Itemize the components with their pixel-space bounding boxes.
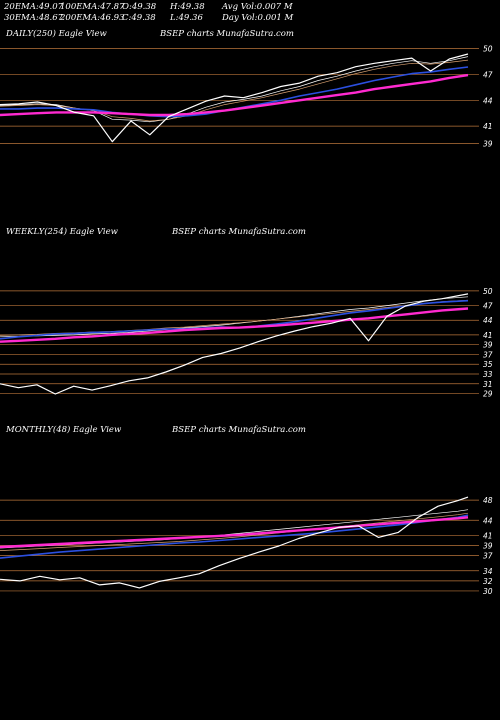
ema100-readout: 100EMA:47.87 bbox=[60, 2, 125, 12]
weekly-series-ema_blue bbox=[0, 299, 469, 340]
daily-chart: 50 47 44 41 39 bbox=[0, 45, 493, 148]
weekly-tick-label: 39 bbox=[483, 341, 493, 350]
monthly-watermark: BSEP charts MunafaSutra.com bbox=[172, 425, 306, 435]
daily-watermark: BSEP charts MunafaSutra.com bbox=[160, 29, 294, 39]
monthly-panel-label: MONTHLY(48) Eagle View bbox=[6, 425, 122, 435]
high-readout: H:49.38 bbox=[170, 2, 205, 12]
daily-tick-label: 41 bbox=[483, 122, 493, 131]
weekly-tick-label: 50 bbox=[483, 287, 493, 296]
weekly-series-ema_a bbox=[0, 296, 469, 338]
weekly-tick-label: 44 bbox=[483, 316, 493, 325]
daily-tick-label: 39 bbox=[483, 139, 493, 148]
monthly-series-price bbox=[0, 496, 469, 589]
daily-tick-label: 47 bbox=[483, 70, 493, 79]
monthly-series-ema_a bbox=[0, 509, 469, 549]
monthly-tick-label: 37 bbox=[483, 552, 493, 561]
daily-tick-label: 50 bbox=[483, 45, 493, 54]
monthly-tick-label: 30 bbox=[483, 587, 493, 596]
ema20-readout: 20EMA:49.07 bbox=[4, 2, 64, 12]
weekly-tick-label: 29 bbox=[483, 390, 493, 399]
close-readout: C:49.38 bbox=[122, 13, 156, 23]
low-readout: L:49.36 bbox=[170, 13, 203, 23]
monthly-tick-label: 41 bbox=[483, 531, 493, 540]
ema30-readout: 30EMA:48.67 bbox=[4, 13, 64, 23]
weekly-tick-label: 37 bbox=[483, 350, 493, 359]
weekly-panel-label: WEEKLY(254) Eagle View bbox=[6, 227, 118, 237]
monthly-series-ema_b bbox=[0, 512, 469, 551]
monthly-series-ema_blue bbox=[0, 514, 469, 559]
weekly-series-price bbox=[0, 293, 469, 395]
weekly-tick-label: 41 bbox=[483, 331, 493, 340]
daily-panel-label: DAILY(250) Eagle View bbox=[6, 29, 107, 39]
ema200-readout: 200EMA:46.93 bbox=[60, 13, 125, 23]
avg-vol-readout: Avg Vol:0.007 M bbox=[222, 2, 293, 12]
weekly-watermark: BSEP charts MunafaSutra.com bbox=[172, 227, 306, 237]
monthly-series-ema_pink bbox=[0, 516, 469, 549]
monthly-tick-label: 34 bbox=[483, 567, 493, 576]
monthly-tick-label: 48 bbox=[483, 496, 493, 505]
weekly-tick-label: 35 bbox=[483, 360, 493, 369]
monthly-tick-label: 32 bbox=[483, 577, 493, 586]
daily-series-price bbox=[0, 53, 469, 143]
weekly-tick-label: 33 bbox=[483, 370, 493, 379]
open-readout: O:49.38 bbox=[122, 2, 157, 12]
weekly-series-ema_pink bbox=[0, 307, 469, 343]
weekly-tick-label: 47 bbox=[483, 302, 493, 311]
day-vol-readout: Day Vol:0.001 M bbox=[222, 13, 294, 23]
monthly-tick-label: 44 bbox=[483, 516, 493, 525]
weekly-tick-label: 31 bbox=[483, 380, 493, 389]
daily-tick-label: 44 bbox=[483, 96, 493, 105]
monthly-tick-label: 39 bbox=[483, 542, 493, 551]
